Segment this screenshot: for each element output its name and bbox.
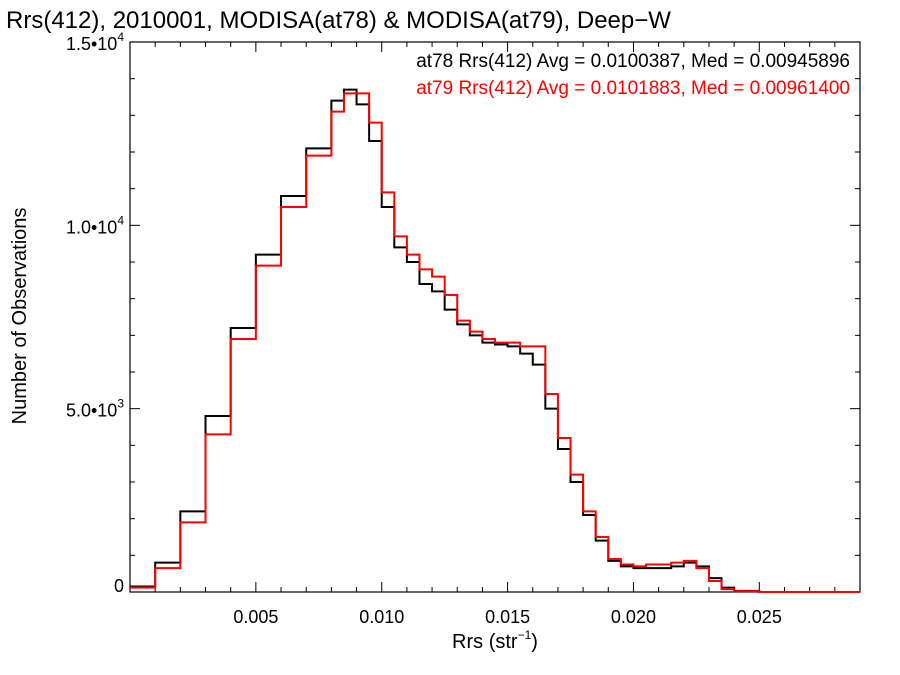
x-tick-label: 0.020 xyxy=(611,607,656,627)
x-tick-label: 0.025 xyxy=(737,607,782,627)
series-line-at79 xyxy=(130,92,860,593)
y-axis: 0 5.0•103 1.0•104 1.5•104 xyxy=(66,30,860,596)
x-tick-label: 0.015 xyxy=(485,607,530,627)
x-axis-label-main: Rrs (str xyxy=(452,631,518,653)
legend: at78 Rrs(412) Avg = 0.0100387, Med = 0.0… xyxy=(416,51,850,99)
x-tick-label: 0.010 xyxy=(359,607,404,627)
x-tick-label: 0.005 xyxy=(233,607,278,627)
series-lines xyxy=(130,88,860,593)
x-axis-label-sup: −1 xyxy=(518,628,532,642)
legend-entry-at78: at78 Rrs(412) Avg = 0.0100387, Med = 0.0… xyxy=(416,51,850,72)
y-axis-label: Number of Observations xyxy=(9,208,31,425)
y-tick-label: 5.0•103 xyxy=(66,397,124,421)
x-axis-label-tail: ) xyxy=(531,631,538,653)
y-tick-label: 1.5•104 xyxy=(66,30,124,54)
x-axis: 0.005 0.010 0.015 0.020 0.025 xyxy=(154,42,836,627)
y-tick-label: 1.0•104 xyxy=(66,213,124,237)
chart-title: Rrs(412), 2010001, MODISA(at78) & MODISA… xyxy=(6,7,671,34)
y-tick-label: 0 xyxy=(114,576,124,596)
plot-frame xyxy=(129,41,861,593)
x-axis-label: Rrs (str−1) xyxy=(452,628,538,653)
legend-entry-at79: at79 Rrs(412) Avg = 0.0101883, Med = 0.0… xyxy=(416,78,850,99)
